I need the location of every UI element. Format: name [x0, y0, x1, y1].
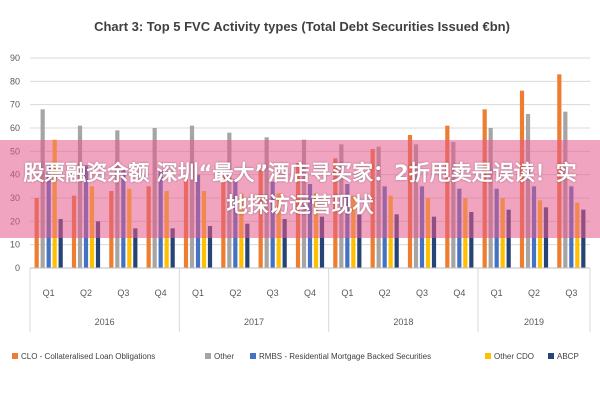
year-label: 2018 [393, 317, 413, 327]
x-tick-label: Q4 [304, 288, 316, 298]
x-tick-label: Q2 [379, 288, 391, 298]
bar [581, 209, 586, 268]
legend-swatch [548, 353, 554, 359]
bar [95, 221, 101, 268]
bar [133, 228, 138, 268]
legend-label: CLO - Collateralised Loan Obligations [21, 352, 155, 361]
bar [394, 214, 399, 268]
year-label: 2017 [244, 317, 264, 327]
x-tick-label: Q3 [416, 288, 428, 298]
y-tick-label: 60 [10, 123, 20, 133]
x-tick-label: Q2 [528, 288, 540, 298]
x-tick-label: Q1 [43, 288, 55, 298]
chart-title: Chart 3: Top 5 FVC Activity types (Total… [94, 19, 510, 34]
x-axis: Q1 Q2 Q3 Q4 Q1 Q2 Q3 Q4 Q1 Q2 Q3 Q4 Q1 Q2 Q3 2016 2017 20… [29, 267, 591, 332]
legend-label: RMBS - Residential Mortgage Backed Secur… [259, 352, 431, 361]
legend-swatch [205, 353, 211, 359]
bar [207, 226, 213, 268]
year-label: 2016 [95, 317, 115, 327]
bar [357, 214, 362, 268]
bar [58, 219, 63, 268]
x-tick-label: Q3 [117, 288, 129, 298]
bar [431, 216, 437, 268]
x-tick-label: Q4 [155, 288, 167, 298]
bar [245, 223, 250, 268]
legend-swatch [12, 353, 18, 359]
y-tick-label: 80 [10, 76, 20, 86]
y-tick-label: 0 [15, 263, 20, 273]
bar [506, 209, 511, 268]
legend-label: Other [214, 352, 234, 361]
x-tick-label: Q1 [491, 288, 503, 298]
legend-swatch [250, 353, 256, 359]
x-tick-label: Q3 [565, 288, 577, 298]
legend-label: Other CDO [494, 352, 534, 361]
bar [170, 228, 175, 268]
bar [319, 216, 325, 268]
x-tick-label: Q2 [229, 288, 241, 298]
y-tick-label: 70 [10, 100, 20, 110]
y-tick-label: 90 [10, 53, 20, 63]
x-tick-label: Q1 [341, 288, 353, 298]
x-tick-label: Q1 [192, 288, 204, 298]
legend-label: ABCP [557, 352, 579, 361]
bar [469, 212, 474, 268]
headline-banner[interactable]: 股票融资余额 深圳“最大”酒店寻买家：2折甩卖是误读！实地探访运营现状 [0, 140, 600, 238]
year-label: 2019 [524, 317, 544, 327]
legend-swatch [485, 353, 491, 359]
x-tick-label: Q2 [80, 288, 92, 298]
y-tick-label: 10 [10, 240, 20, 250]
headline-text[interactable]: 股票融资余额 深圳“最大”酒店寻买家：2折甩卖是误读！实地探访运营现状 [23, 161, 577, 217]
bar [282, 219, 287, 268]
x-tick-label: Q3 [267, 288, 279, 298]
legend: CLO - Collateralised Loan Obligations Oth… [12, 352, 579, 361]
x-tick-label: Q4 [453, 288, 465, 298]
